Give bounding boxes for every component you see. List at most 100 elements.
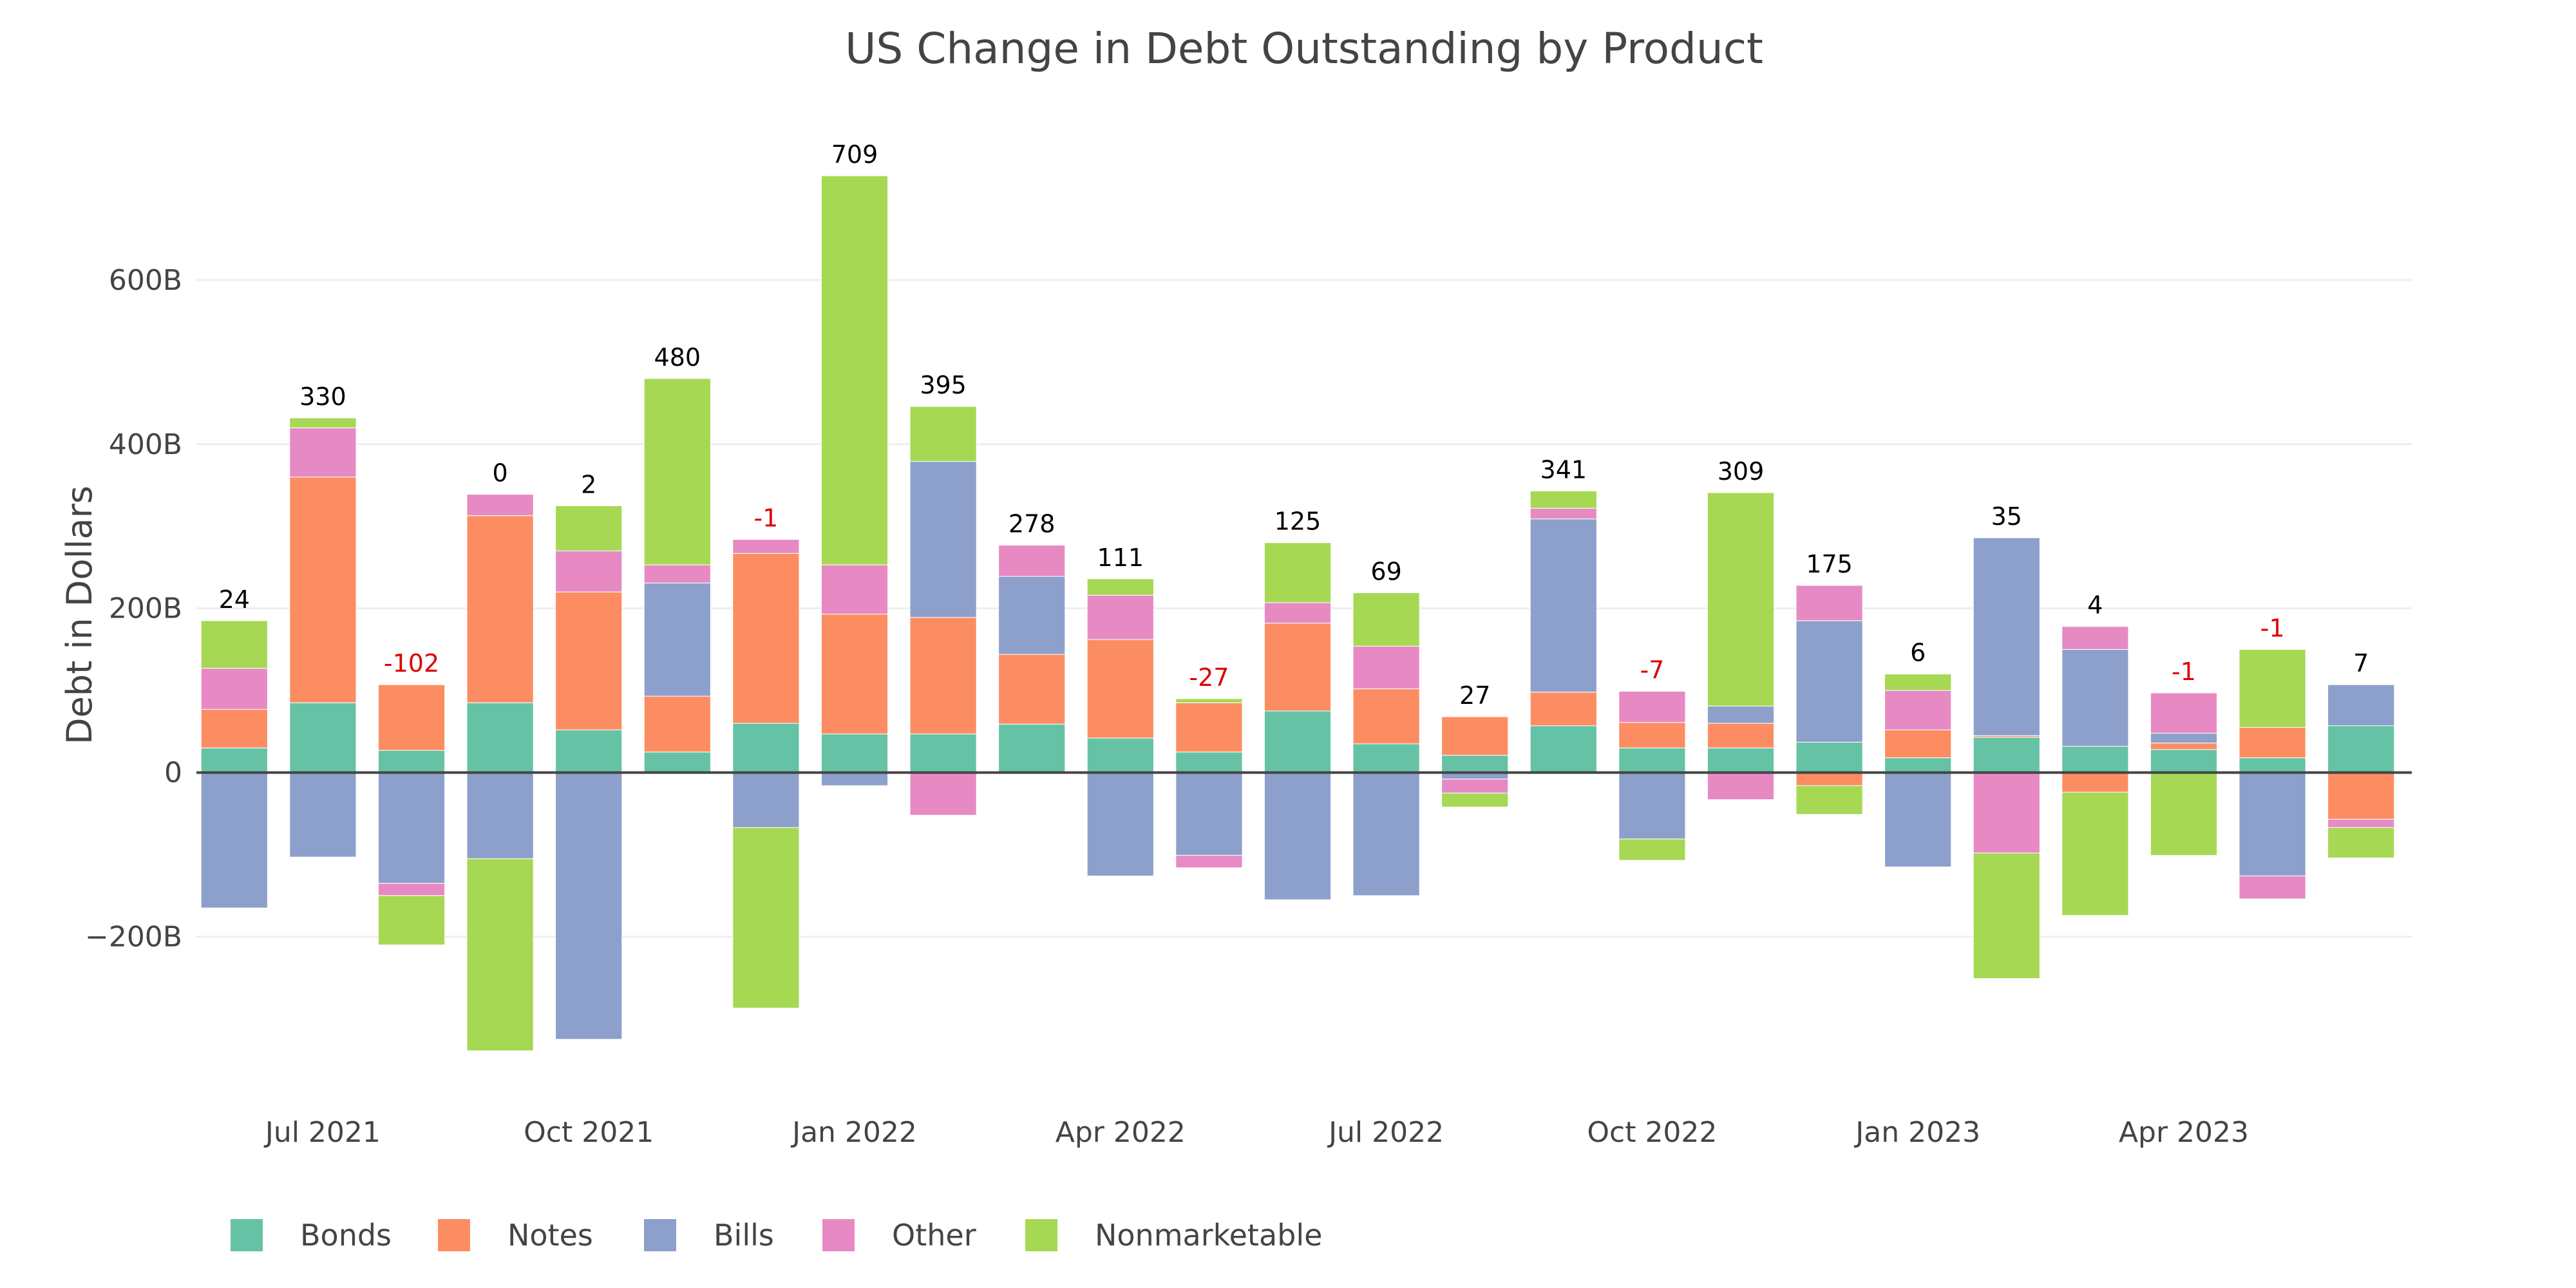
bar-segment-notes [732, 553, 800, 724]
bar-segment-other [555, 550, 623, 592]
bar-segment-bonds [200, 747, 268, 773]
y-tick-label: 200B [109, 592, 182, 625]
bar-segment-bonds [732, 723, 800, 773]
bar-segment-bills [2239, 772, 2306, 876]
bar-segment-nonmarketable [289, 417, 357, 428]
total-label: -1 [2172, 658, 2196, 686]
bar-segment-other [820, 564, 889, 615]
bar-segment-nonmarketable [1530, 490, 1597, 509]
bar-segment-nonmarketable [1441, 792, 1509, 808]
legend-swatch-icon [1025, 1219, 1057, 1251]
total-label: 35 [1991, 502, 2022, 531]
legend-item-other[interactable]: Other [822, 1218, 976, 1253]
bar-segment-other [1175, 855, 1243, 868]
bar-segment-bills [732, 772, 800, 828]
total-label: 278 [1009, 510, 1056, 538]
bar-segment-nonmarketable [2061, 791, 2129, 916]
bar-segment-bonds [643, 752, 711, 773]
bar-segment-nonmarketable [555, 505, 623, 551]
bar-segment-nonmarketable [1175, 698, 1243, 703]
bar-segment-bonds [2327, 725, 2395, 773]
bar-segment-notes [1530, 692, 1597, 726]
bar-segment-bonds [1884, 757, 1952, 773]
bar-segment-other [732, 539, 800, 554]
bar-segment-bills [1352, 772, 1420, 896]
bar-segment-bonds [1264, 710, 1332, 773]
bar-segment-other [1086, 594, 1154, 640]
bar-segment-bills [1795, 620, 1863, 743]
bar-segment-other [1264, 602, 1332, 624]
bar-segment-nonmarketable [1086, 578, 1154, 596]
x-tick-label: Jan 2023 [1853, 1116, 1980, 1149]
x-tick-label: Apr 2022 [1056, 1116, 1186, 1149]
bar-segment-notes [1441, 716, 1509, 756]
bar-segment-nonmarketable [1352, 592, 1420, 647]
x-axis-ticks: Jul 2021 Oct 2021 Jan 2022 Apr 2022 Jul 2022… [263, 1116, 2249, 1149]
bar-segment-nonmarketable [820, 175, 889, 565]
legend-swatch-icon [438, 1219, 470, 1251]
total-labels: 24 330 -102 0 2 480 -1 709 395 278 111 -27 125 69 27 34… [219, 140, 2369, 710]
bar-segment-notes [1707, 723, 1775, 748]
bar-segment-nonmarketable [732, 827, 800, 1009]
x-tick-label: Apr 2023 [2119, 1116, 2249, 1149]
y-tick-label: 400B [109, 428, 182, 461]
total-label: 69 [1370, 557, 1401, 585]
total-label: 330 [299, 383, 346, 411]
legend-item-nonmarketable[interactable]: Nonmarketable [1025, 1218, 1322, 1253]
legend-label: Other [892, 1218, 976, 1253]
bar-segment-bonds [1175, 752, 1243, 773]
bar-segment-notes [466, 515, 534, 703]
bar-segment-bills [909, 461, 977, 618]
bar-segment-notes [998, 654, 1066, 724]
total-label: 4 [2087, 591, 2103, 620]
legend-item-bonds[interactable]: Bonds [231, 1218, 392, 1253]
bar-segment-bills [643, 582, 711, 697]
bar-segment-notes [2061, 772, 2129, 793]
bar-segment-nonmarketable [200, 620, 268, 669]
total-label: 7 [2353, 649, 2369, 677]
bar-segment-bills [1175, 772, 1243, 856]
legend-item-bills[interactable]: Bills [644, 1218, 774, 1253]
bar-segment-bills [1264, 772, 1332, 900]
bar-segment-notes [909, 617, 977, 735]
total-label: 0 [493, 459, 508, 488]
y-tick-label: −200B [85, 920, 182, 953]
bar-segment-bonds [466, 702, 534, 773]
bar-segment-bills [377, 772, 446, 884]
bar-segment-bills [466, 772, 534, 859]
legend[interactable]: Bonds Notes Bills Other Nonmarketable [231, 1218, 1322, 1253]
bar-segment-bonds [1795, 741, 1863, 773]
bar-segment-other [1352, 645, 1420, 690]
legend-label: Notes [507, 1218, 593, 1253]
bar-segment-other [200, 668, 268, 710]
total-label: 175 [1806, 550, 1853, 578]
bar-segment-nonmarketable [2239, 649, 2306, 728]
total-label: 27 [1459, 681, 1490, 710]
bar-segment-notes [1795, 772, 1863, 786]
bars [200, 175, 2395, 1052]
bar-segment-bills [2327, 684, 2395, 726]
total-label: -7 [1640, 656, 1664, 684]
bar-segment-notes [1264, 623, 1332, 712]
legend-swatch-icon [644, 1219, 676, 1251]
x-tick-label: Jul 2022 [1327, 1116, 1444, 1149]
bar-segment-nonmarketable [1795, 785, 1863, 815]
bar-segment-bonds [1441, 755, 1509, 773]
bar-segment-bills [2150, 732, 2218, 744]
bar-segment-nonmarketable [2327, 827, 2395, 858]
legend-item-notes[interactable]: Notes [438, 1218, 593, 1253]
bar-segment-nonmarketable [1707, 492, 1775, 706]
bar-segment-bills [820, 772, 889, 786]
bar-segment-notes [1352, 688, 1420, 744]
x-tick-label: Oct 2021 [524, 1116, 654, 1149]
bar-segment-bonds [1618, 747, 1686, 773]
total-label: -27 [1189, 663, 1229, 692]
bar-segment-notes [1884, 729, 1952, 759]
bar-segment-other [1530, 507, 1597, 520]
bar-segment-other [1707, 772, 1775, 800]
bar-segment-notes [289, 477, 357, 703]
bar-segment-bonds [1973, 737, 2040, 773]
total-label: -1 [2260, 614, 2285, 642]
total-label: 24 [219, 585, 250, 614]
bar-segment-notes [2239, 726, 2306, 759]
